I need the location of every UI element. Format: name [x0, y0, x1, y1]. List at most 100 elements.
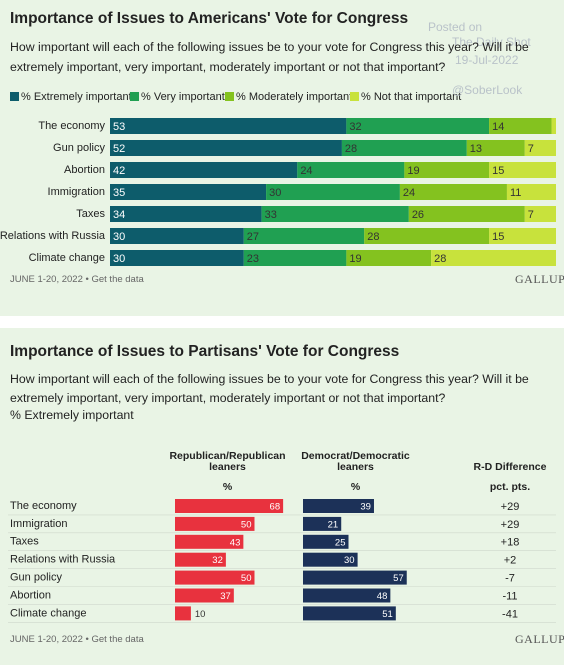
value-label: 26	[412, 209, 424, 221]
bar-segment	[110, 118, 347, 134]
value-label: 19	[407, 165, 419, 177]
bar-segment	[110, 184, 267, 200]
bar	[175, 606, 191, 621]
bar	[303, 516, 342, 531]
difference-label: +18	[501, 537, 520, 549]
bar-segment	[341, 140, 467, 156]
category-label: The economy	[38, 120, 105, 132]
value-label: 19	[349, 253, 361, 265]
bar-segment	[489, 228, 556, 244]
value-label: 23	[247, 253, 259, 265]
source: GALLUP	[515, 272, 564, 286]
value-label: 28	[434, 253, 446, 265]
bar-segment	[110, 162, 298, 178]
legend-swatch	[10, 92, 19, 101]
bar	[303, 570, 407, 585]
value-label: 51	[382, 609, 393, 620]
measure-label: % Extremely important	[10, 408, 134, 422]
watermark: The Daily Shot	[452, 35, 531, 49]
category-label: Gun policy	[10, 572, 62, 584]
category-label: Immigration	[48, 186, 105, 198]
chart-subtitle: How important will each of the following…	[10, 372, 529, 405]
bar	[303, 588, 391, 603]
value-label: 21	[328, 519, 339, 530]
chart-title: Importance of Issues to Americans' Vote …	[10, 10, 409, 27]
bar-segment	[489, 118, 552, 134]
value-label: 30	[113, 231, 125, 243]
legend-swatch	[225, 92, 234, 101]
value-label: 39	[360, 502, 371, 513]
value-label: 52	[113, 143, 125, 155]
bar	[303, 552, 358, 567]
legend-label: % Not that important	[361, 91, 461, 103]
footnote: JUNE 1-20, 2022 • Get the data	[10, 634, 144, 645]
category-label: Gun policy	[53, 142, 105, 154]
bar-segment	[364, 228, 490, 244]
panel-2	[0, 328, 564, 665]
category-label: Relations with Russia	[0, 230, 106, 242]
value-label: 30	[344, 555, 355, 566]
bar-segment	[110, 206, 262, 222]
difference-label: +29	[501, 501, 520, 513]
value-label: 37	[220, 591, 231, 602]
difference-label: -7	[505, 573, 515, 585]
difference-label: +29	[501, 519, 520, 531]
value-label: 34	[113, 209, 125, 221]
value-label: 42	[113, 165, 125, 177]
bar-segment	[346, 250, 432, 266]
category-label: The economy	[10, 500, 77, 512]
bar	[175, 499, 284, 513]
value-label: 30	[269, 187, 281, 199]
bar-segment	[266, 184, 400, 200]
bar-segment	[466, 140, 525, 156]
column-header: Republican/Republican leaners	[169, 450, 286, 473]
value-label: 14	[492, 121, 504, 133]
watermark: Posted on	[428, 20, 483, 34]
column-unit: %	[350, 481, 361, 493]
value-label: 33	[265, 209, 277, 221]
value-label: 28	[367, 231, 379, 243]
bar-segment	[110, 250, 244, 266]
value-label: 28	[345, 143, 357, 155]
bar-segment	[243, 250, 347, 266]
chart-title: Importance of Issues to Partisans' Vote …	[10, 343, 400, 360]
bar-segment	[431, 250, 556, 266]
category-label: Abortion	[10, 589, 51, 601]
watermark: @SoberLook	[452, 83, 523, 97]
category-label: Climate change	[10, 607, 86, 619]
source: GALLUP	[515, 632, 564, 646]
value-label: 24	[403, 187, 415, 199]
legend-swatch	[350, 92, 359, 101]
category-label: Abortion	[64, 164, 105, 176]
footnote: JUNE 1-20, 2022 • Get the data	[10, 274, 144, 285]
value-label: 57	[393, 573, 404, 584]
legend-label: % Extremely important	[21, 91, 132, 103]
value-label: 48	[377, 591, 388, 602]
category-label: Taxes	[10, 536, 39, 548]
bar-segment	[524, 140, 556, 156]
difference-label: -11	[502, 590, 517, 602]
bar-segment	[489, 162, 556, 178]
value-label: 53	[113, 121, 125, 133]
value-label: 13	[470, 143, 482, 155]
bar	[303, 499, 374, 513]
legend-label: % Moderately important	[236, 91, 352, 103]
category-label: Immigration	[10, 518, 67, 530]
column-header: Democrat/Democratic leaners	[301, 450, 410, 473]
value-label: 35	[113, 187, 125, 199]
category-label: Taxes	[76, 208, 105, 220]
value-label: 25	[335, 537, 346, 548]
category-label: Climate change	[29, 252, 105, 264]
bar-segment	[243, 228, 365, 244]
bar-segment	[399, 184, 507, 200]
chart-subtitle: How important will each of the following…	[10, 40, 529, 74]
column-header: R-D Difference	[473, 461, 547, 473]
bar-segment	[404, 162, 490, 178]
bar-segment	[551, 118, 556, 134]
value-label: 27	[247, 231, 259, 243]
value-label: 50	[241, 573, 252, 584]
value-label: 50	[241, 519, 252, 530]
bar	[175, 534, 244, 549]
